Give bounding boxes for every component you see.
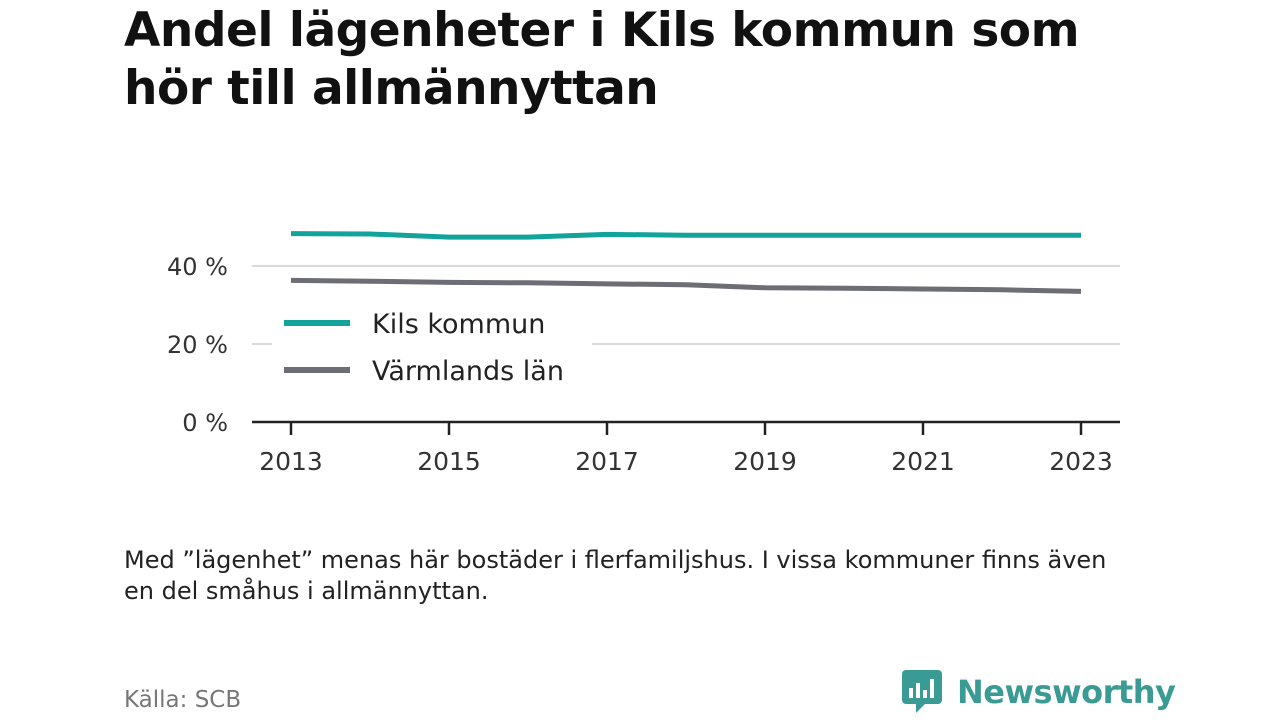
y-tick-label: 40 % [167,253,228,281]
source-label: Källa: SCB [124,687,242,713]
x-tick-label: 2017 [575,447,639,476]
newsworthy-logo-icon [902,670,942,713]
y-tick-label: 20 % [167,331,228,359]
y-tick-label: 0 % [182,409,228,437]
legend-background [272,300,592,396]
x-tick-label: 2015 [417,447,481,476]
legend-label: Kils kommun [372,309,545,340]
x-tick-label: 2019 [733,447,797,476]
legend-label: Värmlands län [372,356,564,387]
chart-note: Med ”lägenhet” menas här bostäder i fler… [124,546,1107,605]
brand-name: Newsworthy [957,673,1176,711]
x-tick-label: 2021 [891,447,955,476]
x-tick-label: 2023 [1049,447,1113,476]
series-line-kils-kommun [290,231,1081,240]
x-tick-label: 2013 [259,447,323,476]
series-line-varmlands-lan [290,277,1082,294]
chart-title: Andel lägenheter i Kils kommun som hör t… [124,3,1080,116]
brand-logo[interactable]: Newsworthy [902,670,1176,714]
